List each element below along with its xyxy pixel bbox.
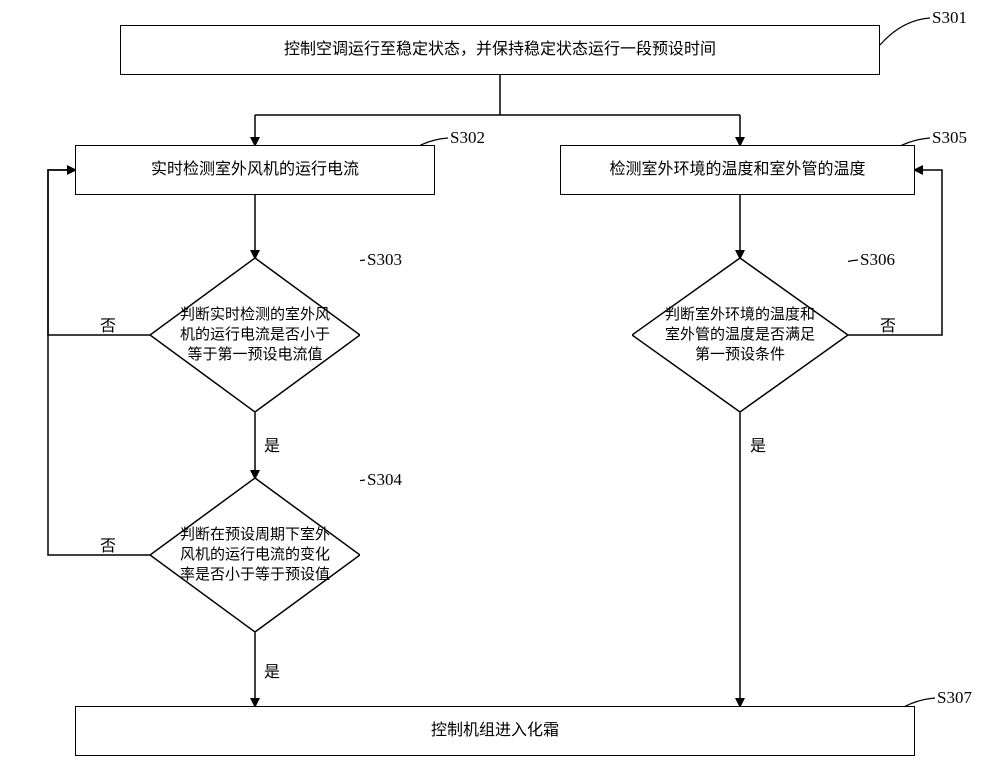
node-s304-text: 判断在预设周期下室外风机的运行电流的变化率是否小于等于预设值 [178, 525, 332, 586]
node-s306-text: 判断室外环境的温度和室外管的温度是否满足第一预设条件 [660, 305, 820, 366]
flowchart-canvas: 控制空调运行至稳定状态，并保持稳定状态运行一段预设时间 S301 实时检测室外风… [0, 0, 1000, 782]
label-s302: S302 [450, 128, 485, 148]
edge-s306-no: 否 [880, 312, 896, 336]
node-s301-text: 控制空调运行至稳定状态，并保持稳定状态运行一段预设时间 [284, 39, 716, 61]
node-s304: 判断在预设周期下室外风机的运行电流的变化率是否小于等于预设值 [150, 478, 360, 632]
edge-s304-yes: 是 [264, 658, 280, 682]
node-s303: 判断实时检测的室外风机的运行电流是否小于等于第一预设电流值 [150, 258, 360, 412]
node-s302-text: 实时检测室外风机的运行电流 [151, 159, 359, 181]
label-s304: S304 [367, 470, 402, 490]
node-s307-text: 控制机组进入化霜 [431, 720, 559, 742]
node-s303-text: 判断实时检测的室外风机的运行电流是否小于等于第一预设电流值 [178, 305, 332, 366]
label-s306: S306 [860, 250, 895, 270]
label-s303: S303 [367, 250, 402, 270]
node-s306: 判断室外环境的温度和室外管的温度是否满足第一预设条件 [632, 258, 848, 412]
label-s301: S301 [932, 8, 967, 28]
label-s307: S307 [937, 688, 972, 708]
node-s305-text: 检测室外环境的温度和室外管的温度 [609, 159, 865, 181]
node-s307: 控制机组进入化霜 [75, 706, 915, 756]
edge-s306-yes: 是 [750, 432, 766, 456]
edge-s303-no: 否 [100, 312, 116, 336]
node-s302: 实时检测室外风机的运行电流 [75, 145, 435, 195]
edge-s304-no: 否 [100, 532, 116, 556]
label-s305: S305 [932, 128, 967, 148]
node-s301: 控制空调运行至稳定状态，并保持稳定状态运行一段预设时间 [120, 25, 880, 75]
node-s305: 检测室外环境的温度和室外管的温度 [560, 145, 915, 195]
edge-s303-yes: 是 [264, 432, 280, 456]
